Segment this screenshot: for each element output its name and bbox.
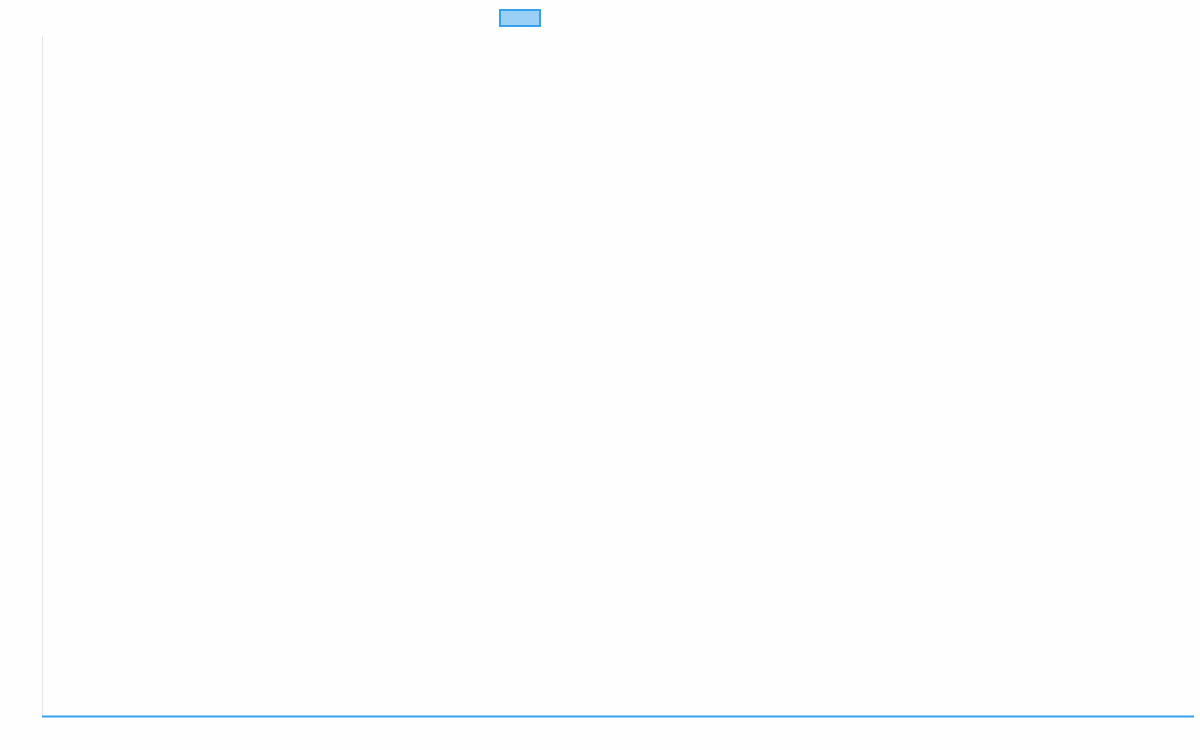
legend-swatch[interactable] bbox=[499, 9, 541, 27]
legend[interactable] bbox=[499, 9, 541, 27]
